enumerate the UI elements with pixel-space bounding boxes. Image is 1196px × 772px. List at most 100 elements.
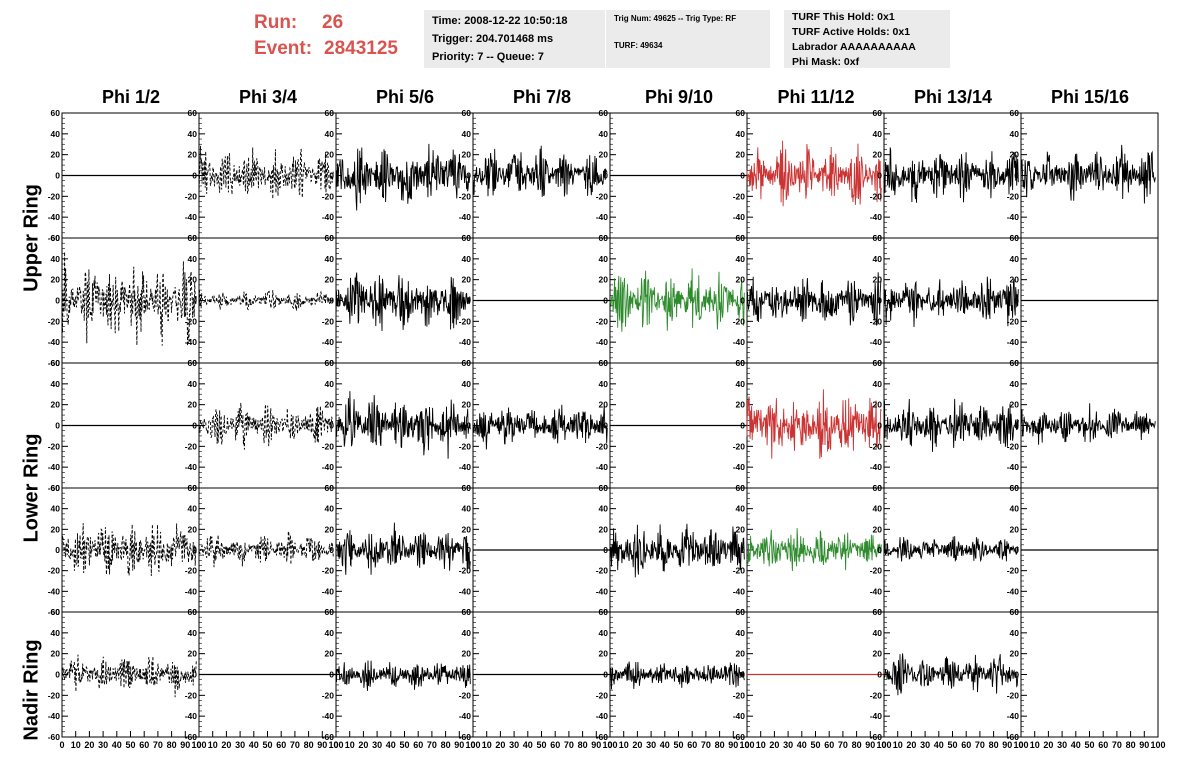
y-tick-label: 20 [462,150,472,160]
y-tick-label: -20 [1007,316,1020,326]
y-tick-label: -20 [870,441,883,451]
y-tick-label: -40 [185,462,198,472]
y-tick-label: 20 [325,275,335,285]
y-tick-label: -40 [322,586,335,596]
y-tick-label: 60 [599,483,609,493]
y-tick-label: -40 [733,212,746,222]
y-tick-label: 60 [873,607,883,617]
x-tick-label: 60 [687,740,697,750]
y-tick-label: 40 [873,129,883,139]
y-tick-label: -60 [733,732,746,742]
y-tick-label: 0 [192,545,197,555]
x-tick-label: 0 [607,740,612,750]
y-tick-label: 0 [466,421,471,431]
y-tick-label: -20 [1007,191,1020,201]
run-line: Run: 26 [254,10,398,36]
y-tick-label: 0 [466,545,471,555]
y-tick-label: -60 [48,483,61,493]
y-tick-label: -20 [596,191,609,201]
y-tick-label: 40 [599,379,609,389]
y-tick-label: 20 [188,275,198,285]
y-tick-label: -40 [870,462,883,472]
y-tick-label: 20 [1010,275,1020,285]
y-tick-label: 20 [188,649,198,659]
y-tick-label: 0 [329,421,334,431]
waveform-trace [746,528,882,572]
x-tick-label: 0 [881,740,886,750]
x-tick-label: 20 [221,740,231,750]
x-tick-label: 50 [125,740,135,750]
y-tick-label: -20 [48,191,61,201]
y-tick-label: -60 [48,607,61,617]
y-tick-label: -40 [322,212,335,222]
y-tick-label: 0 [192,670,197,680]
y-tick-label: 60 [188,233,198,243]
y-tick-label: -60 [48,233,61,243]
labrador-line: Labrador AAAAAAAAAA [792,41,916,53]
x-tick-label: 50 [399,740,409,750]
x-tick-label: 40 [934,740,944,750]
trig-num-line: Trig Num: 49625 -- Trig Type: RF [614,14,737,23]
y-tick-label: 60 [1010,607,1020,617]
y-tick-label: -20 [322,566,335,576]
y-tick-label: 0 [603,670,608,680]
y-tick-label: 40 [873,254,883,264]
x-tick-label: 100 [1150,740,1165,750]
y-tick-label: 20 [599,524,609,534]
y-tick-label: 60 [51,233,61,243]
y-tick-label: -20 [1007,441,1020,451]
y-tick-label: 40 [873,379,883,389]
y-tick-label: -40 [459,711,472,721]
y-tick-label: 60 [873,233,883,243]
y-tick-label: 20 [736,275,746,285]
y-tick-label: 0 [603,545,608,555]
y-tick-label: 60 [325,108,335,118]
waveform-trace [198,290,334,311]
y-tick-label: 0 [1014,545,1019,555]
y-tick-label: -40 [870,212,883,222]
column-header-4: Phi 7/8 [512,87,572,107]
y-tick-label: 0 [877,670,882,680]
waveform-trace [746,272,882,326]
y-tick-label: 20 [1010,400,1020,410]
panel-r4-c1: -60 -40 -20 0 20 40 60 [48,483,200,617]
panel-frame [1020,611,1159,738]
y-tick-label: -20 [870,566,883,576]
x-tick-label: 30 [235,740,245,750]
y-tick-label: -40 [596,212,609,222]
y-tick-label: -20 [322,441,335,451]
y-tick-label: 60 [325,233,335,243]
y-tick-label: 0 [740,421,745,431]
y-tick-label: 60 [51,108,61,118]
y-tick-label: -40 [733,711,746,721]
y-tick-label: 60 [188,358,198,368]
x-tick-label: 20 [769,740,779,750]
y-tick-label: 0 [192,171,197,181]
x-tick-label: 100 [1013,740,1028,750]
x-tick-label: 100 [191,740,206,750]
x-tick-label: 80 [989,740,999,750]
y-tick-label: -60 [459,732,472,742]
x-tick-label: 90 [1002,740,1012,750]
x-tick-label: 100 [328,740,343,750]
waveform-trace [609,661,745,690]
y-tick-label: 0 [740,545,745,555]
y-tick-label: -60 [596,732,609,742]
x-tick-label: 0 [470,740,475,750]
y-tick-label: -20 [733,191,746,201]
y-tick-label: 60 [462,483,472,493]
y-tick-label: 0 [55,296,60,306]
y-tick-label: -40 [596,711,609,721]
y-tick-label: 40 [51,628,61,638]
